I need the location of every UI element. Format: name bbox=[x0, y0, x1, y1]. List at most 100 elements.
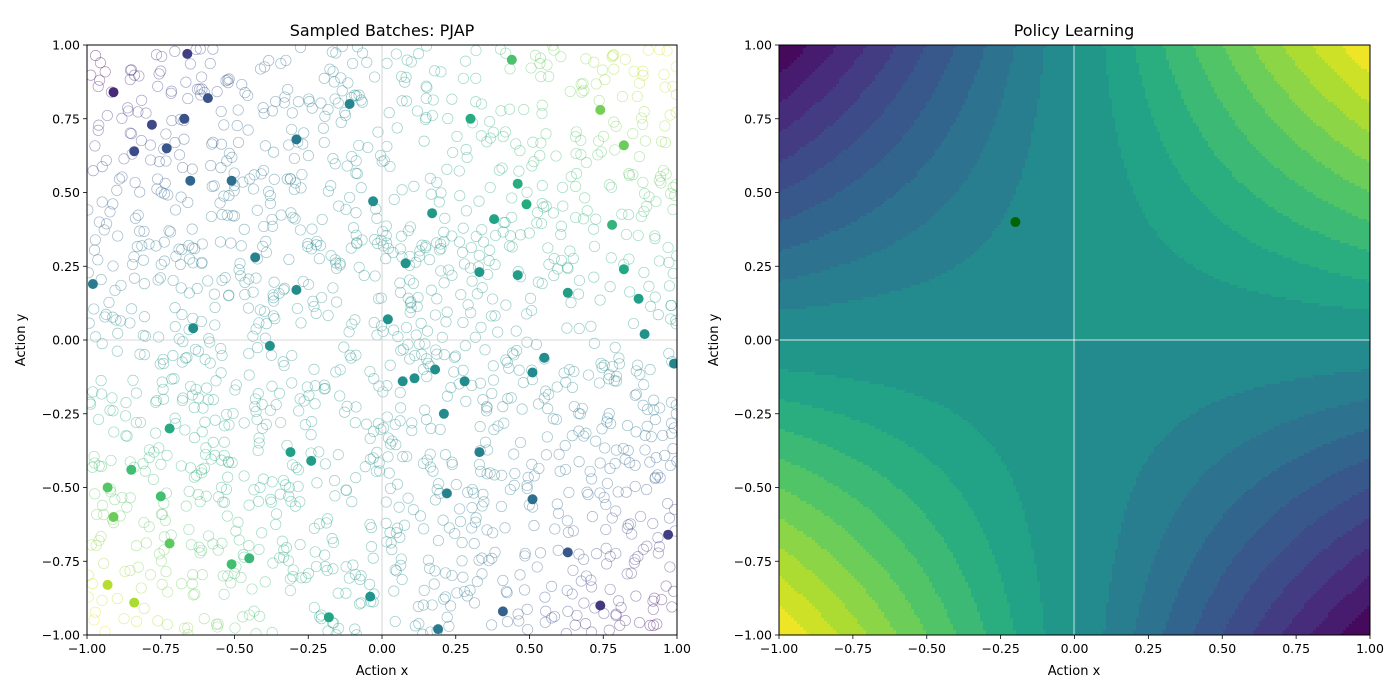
contour-cell bbox=[1316, 48, 1320, 52]
sample-point bbox=[535, 137, 547, 149]
batch-point bbox=[663, 529, 674, 540]
sample-point bbox=[87, 204, 94, 216]
sample-point bbox=[303, 389, 315, 401]
sample-point bbox=[657, 164, 670, 177]
sample-point bbox=[641, 484, 653, 496]
sample-point bbox=[648, 394, 660, 406]
contour-cell bbox=[1007, 60, 1011, 64]
contour-cell bbox=[779, 54, 783, 58]
contour-cell bbox=[1319, 60, 1323, 64]
contour-cell bbox=[1319, 48, 1323, 52]
sample-point bbox=[362, 141, 374, 154]
sample-point bbox=[205, 160, 217, 172]
sample-point bbox=[353, 139, 365, 152]
contour-cell bbox=[1196, 45, 1200, 49]
contour-cell bbox=[1025, 66, 1029, 70]
contour-cell bbox=[1145, 54, 1149, 58]
y-tick-label: −0.25 bbox=[42, 406, 80, 421]
contour-cell bbox=[956, 69, 960, 73]
sample-point bbox=[453, 165, 465, 177]
contour-cell bbox=[896, 54, 900, 58]
sample-point bbox=[473, 249, 485, 261]
sample-point bbox=[349, 568, 361, 580]
sample-point bbox=[259, 61, 271, 73]
sample-point bbox=[499, 216, 511, 229]
sample-point bbox=[109, 494, 121, 506]
sample-point bbox=[327, 65, 339, 77]
sample-point bbox=[186, 223, 198, 235]
sample-point bbox=[644, 456, 656, 468]
contour-cell bbox=[1223, 45, 1227, 49]
contour-cell bbox=[1154, 60, 1158, 64]
contour-cell bbox=[845, 51, 849, 55]
sample-point bbox=[183, 485, 195, 497]
sample-point bbox=[553, 448, 565, 460]
contour-cell bbox=[1013, 69, 1017, 73]
sample-point bbox=[432, 535, 444, 547]
contour-cell bbox=[1325, 54, 1329, 58]
sample-point bbox=[501, 616, 514, 628]
sample-point bbox=[220, 408, 233, 420]
contour-cell bbox=[1241, 54, 1245, 58]
sample-point bbox=[118, 153, 130, 165]
contour-cell bbox=[1307, 69, 1311, 73]
contour-cell bbox=[1085, 66, 1089, 70]
contour-cell bbox=[1112, 51, 1116, 55]
sample-point bbox=[632, 551, 644, 563]
contour-cell bbox=[1106, 69, 1110, 73]
contour-cell bbox=[1136, 69, 1140, 73]
contour-cell bbox=[1133, 45, 1137, 49]
sample-point bbox=[601, 416, 613, 428]
contour-cell bbox=[929, 48, 933, 52]
contour-cell bbox=[1157, 69, 1161, 73]
sample-point bbox=[286, 377, 298, 389]
sample-point bbox=[559, 463, 572, 476]
contour-cell bbox=[929, 45, 933, 49]
sample-point bbox=[552, 507, 565, 519]
sample-point bbox=[430, 344, 442, 356]
sample-point bbox=[297, 275, 309, 287]
contour-cell bbox=[1316, 69, 1320, 73]
sample-point bbox=[308, 522, 320, 534]
contour-cell bbox=[1187, 57, 1191, 61]
sample-point bbox=[223, 290, 235, 302]
sample-point bbox=[139, 465, 151, 477]
contour-cell bbox=[1265, 57, 1269, 61]
contour-cell bbox=[950, 63, 954, 67]
contour-cell bbox=[917, 69, 921, 73]
sample-point bbox=[183, 523, 195, 536]
batch-point bbox=[202, 93, 213, 104]
sample-point bbox=[319, 110, 331, 122]
contour-cell bbox=[992, 69, 996, 73]
contour-cell bbox=[869, 69, 873, 73]
sample-point bbox=[94, 57, 106, 69]
contour-cell bbox=[1136, 63, 1140, 67]
sample-point bbox=[668, 585, 677, 597]
sample-point bbox=[608, 63, 620, 75]
contour-cell bbox=[860, 63, 864, 67]
sample-point bbox=[209, 301, 221, 313]
contour-cell bbox=[914, 51, 918, 55]
sample-point bbox=[414, 245, 426, 257]
sample-point bbox=[400, 95, 413, 107]
contour-cell bbox=[1178, 51, 1182, 55]
contour-cell bbox=[842, 63, 846, 67]
batch-point bbox=[102, 579, 113, 590]
contour-cell bbox=[950, 66, 954, 70]
contour-cell bbox=[1166, 63, 1170, 67]
contour-cell bbox=[839, 66, 843, 70]
sample-point bbox=[355, 597, 367, 609]
sample-point bbox=[642, 45, 654, 56]
sample-point bbox=[243, 609, 255, 621]
contour-cell bbox=[1274, 45, 1278, 49]
contour-cell bbox=[1172, 51, 1176, 55]
contour-cell bbox=[1091, 51, 1095, 55]
contour-cell bbox=[977, 45, 981, 49]
sample-point bbox=[663, 512, 676, 524]
contour-cell bbox=[1313, 45, 1317, 49]
contour-cell bbox=[794, 54, 798, 58]
contour-cell bbox=[869, 51, 873, 55]
sample-point bbox=[648, 404, 660, 416]
sample-point bbox=[399, 76, 411, 88]
contour-cell bbox=[1208, 66, 1212, 70]
